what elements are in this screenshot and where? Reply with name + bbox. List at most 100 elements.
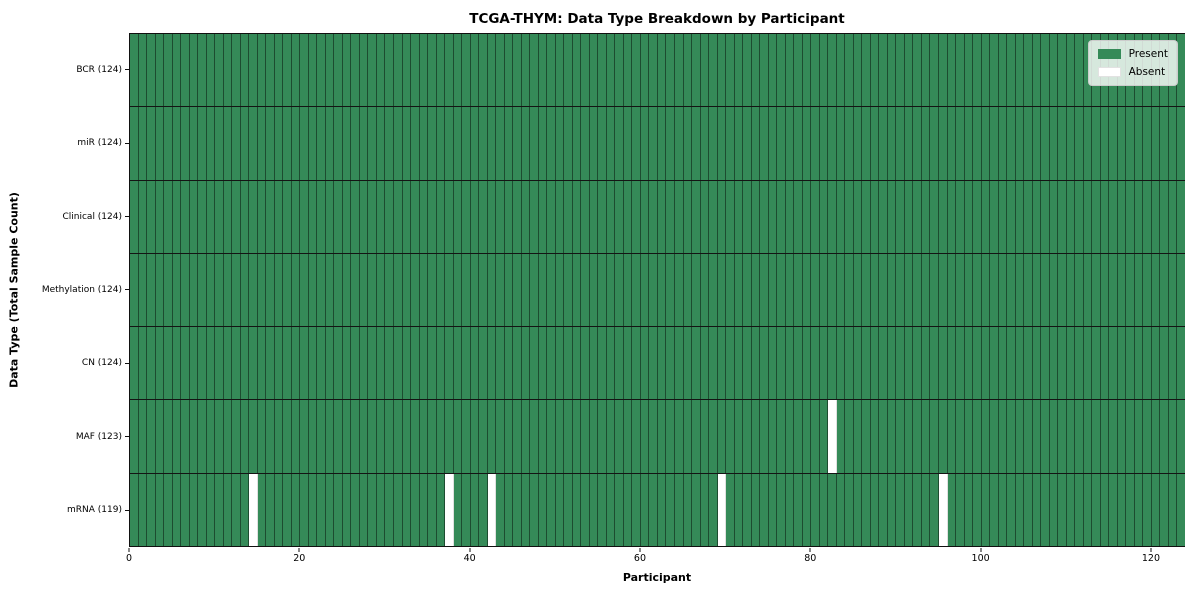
cell-present (1177, 34, 1185, 107)
cell-present (555, 327, 565, 400)
cell-present (334, 107, 343, 180)
cell-present (198, 473, 207, 546)
cell-present (1109, 473, 1118, 546)
cell-present (555, 180, 565, 253)
cell-present (743, 107, 752, 180)
cell-present (598, 400, 607, 473)
cell-present (666, 107, 675, 180)
cell-present (496, 107, 505, 180)
cell-present (632, 180, 641, 253)
cell-present (308, 253, 318, 327)
cell-present (325, 107, 335, 180)
cell-present (751, 107, 761, 180)
cell-present (734, 253, 744, 327)
cell-present (709, 34, 718, 107)
x-tick-mark (809, 548, 811, 552)
cell-present (675, 253, 684, 327)
cell-present (359, 400, 369, 473)
cell-present (819, 34, 829, 107)
cell-present (538, 34, 548, 107)
cell-present (257, 400, 267, 473)
cell-present (376, 180, 386, 253)
cell-present (845, 327, 854, 400)
cell-absent (938, 473, 948, 546)
cell-present (913, 253, 922, 327)
chart-row (130, 180, 1185, 254)
cell-present (896, 180, 905, 253)
cell-present (1007, 180, 1016, 253)
x-tick-label: 60 (633, 553, 646, 564)
cell-present (649, 400, 658, 473)
cell-present (1092, 107, 1101, 180)
cell-present (709, 107, 718, 180)
cell-absent (717, 473, 727, 546)
cell-present (879, 327, 888, 400)
cell-present (1066, 107, 1076, 180)
cell-present (359, 253, 369, 327)
cell-present (342, 473, 352, 546)
cell-present (709, 327, 718, 400)
cell-present (487, 180, 497, 253)
cell-present (717, 107, 727, 180)
cell-present (717, 253, 727, 327)
cell-present (445, 400, 454, 473)
cell-present (717, 180, 727, 253)
cell-present (385, 327, 394, 400)
cell-present (257, 253, 267, 327)
cell-present (956, 327, 965, 400)
cell-present (1075, 473, 1084, 546)
cell-present (615, 107, 624, 180)
cell-present (1092, 473, 1101, 546)
cell-present (342, 400, 352, 473)
cell-present (956, 253, 965, 327)
cell-present (504, 253, 514, 327)
cell-present (1100, 327, 1110, 400)
cell-present (683, 327, 693, 400)
cell-present (411, 327, 420, 400)
cell-present (1015, 180, 1025, 253)
legend-label: Absent (1128, 66, 1166, 78)
cell-present (589, 400, 599, 473)
cell-present (760, 327, 769, 400)
cell-present (879, 34, 888, 107)
cell-present (606, 327, 616, 400)
cell-present (640, 400, 650, 473)
cell-present (1160, 107, 1169, 180)
cell-present (240, 253, 250, 327)
y-tick-label: mRNA (119) (67, 505, 122, 516)
cell-present (198, 253, 207, 327)
cell-present (1143, 473, 1152, 546)
cell-present (436, 34, 446, 107)
cell-present (496, 473, 505, 546)
cell-present (385, 400, 394, 473)
cell-present (990, 327, 999, 400)
cell-present (393, 180, 403, 253)
cell-present (743, 400, 752, 473)
cell-present (802, 107, 812, 180)
cell-present (947, 107, 957, 180)
cell-present (300, 253, 309, 327)
cell-present (1015, 327, 1025, 400)
cell-present (1177, 327, 1185, 400)
cell-present (504, 34, 514, 107)
cell-present (1126, 473, 1135, 546)
cell-present (1126, 400, 1135, 473)
cell-present (981, 400, 991, 473)
cell-present (1049, 107, 1059, 180)
cell-present (938, 180, 948, 253)
cell-present (598, 107, 607, 180)
cell-present (240, 34, 250, 107)
cell-present (1066, 400, 1076, 473)
cell-present (649, 327, 658, 400)
cell-present (964, 327, 974, 400)
cell-present (462, 400, 471, 473)
cell-present (206, 473, 216, 546)
cell-present (1143, 253, 1152, 327)
cell-present (632, 34, 641, 107)
cell-absent (487, 473, 497, 546)
cell-present (726, 473, 735, 546)
cell-present (726, 400, 735, 473)
cell-present (436, 253, 446, 327)
cell-present (938, 34, 948, 107)
cell-present (819, 327, 829, 400)
